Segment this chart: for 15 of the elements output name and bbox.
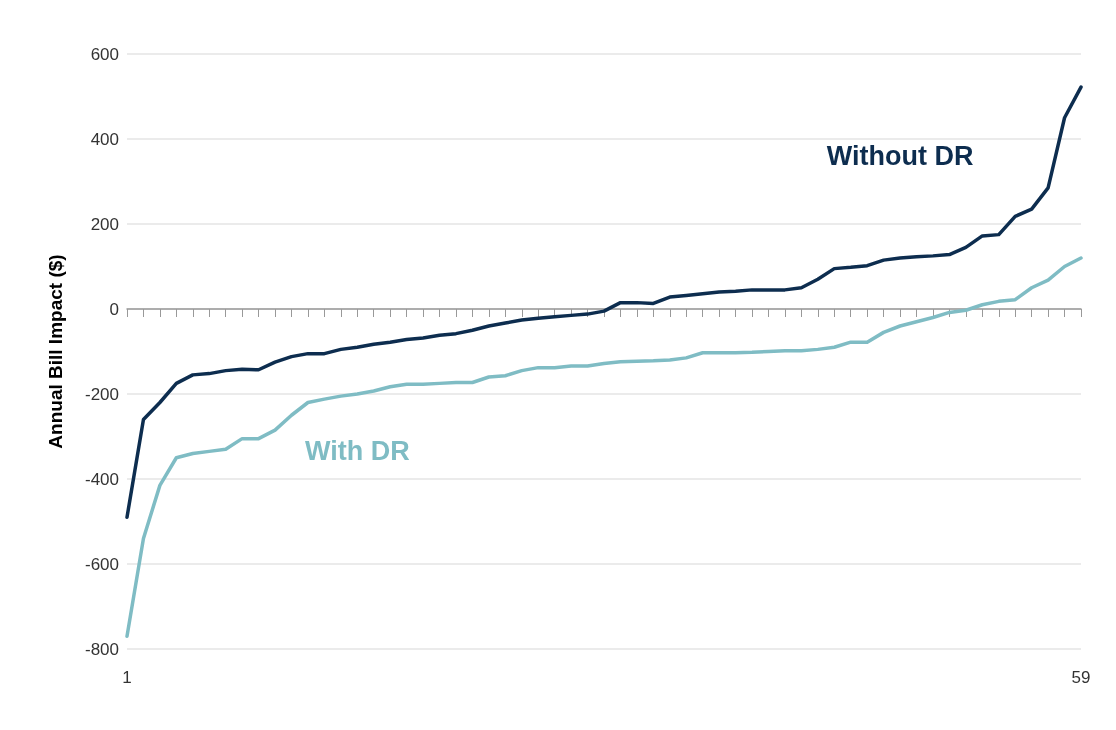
series-label: With DR bbox=[304, 436, 410, 467]
x-tick-label: 59 bbox=[1071, 668, 1091, 687]
line-series bbox=[125, 256, 1083, 638]
y-tick-label: -800 bbox=[84, 639, 119, 659]
text: Without DR bbox=[826, 141, 974, 171]
y-tick-label: 400 bbox=[90, 129, 119, 149]
y-axis-title: Annual Bill Impact ($) bbox=[45, 254, 66, 449]
y-tick-label: -400 bbox=[84, 469, 119, 489]
x-tick-label: 1 bbox=[122, 668, 132, 687]
y-tick-label: 200 bbox=[90, 214, 119, 234]
y-tick-label: -200 bbox=[84, 384, 119, 404]
y-tick-label: 600 bbox=[90, 44, 119, 64]
line-series bbox=[125, 85, 1083, 519]
y-tick-label: 0 bbox=[109, 299, 119, 319]
y-tick-label: -600 bbox=[84, 554, 119, 574]
